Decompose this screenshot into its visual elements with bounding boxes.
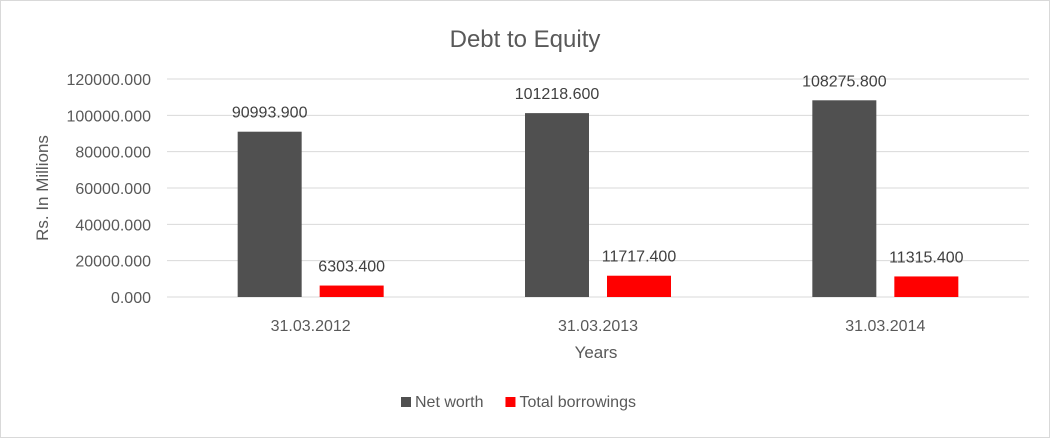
- data-label: 11315.400: [889, 249, 964, 266]
- bar-net-worth: [237, 131, 302, 297]
- data-labels: 90993.900 6303.400 101218.600 11717.400 1082…: [232, 73, 964, 275]
- y-tick-label: 120000.000: [66, 72, 151, 89]
- legend-swatch: [401, 397, 411, 407]
- chart-title: Debt to Equity: [450, 26, 601, 53]
- gridlines: [167, 78, 1029, 262]
- x-tick-label: 31.03.2014: [845, 318, 925, 335]
- legend: Net worth Total borrowings: [401, 394, 636, 411]
- y-tick-label: 20000.000: [75, 254, 151, 271]
- x-tick-label: 31.03.2012: [271, 318, 351, 335]
- y-tick-label: 100000.000: [66, 108, 151, 125]
- data-label: 6303.400: [318, 259, 385, 276]
- x-tick-label: 31.03.2013: [558, 318, 638, 335]
- y-tick-label: 60000.000: [75, 181, 151, 198]
- y-tick-label: 0.000: [111, 290, 151, 307]
- y-tick-label: 80000.000: [75, 145, 151, 162]
- legend-label: Total borrowings: [519, 394, 636, 411]
- bars: [237, 100, 959, 298]
- bar-net-worth: [525, 113, 589, 298]
- bar-total-borrowings: [607, 275, 671, 297]
- y-axis-ticks: 0.000 20000.000 40000.000 60000.000 80000.00…: [66, 72, 151, 307]
- data-label: 11717.400: [602, 249, 677, 266]
- data-label: 101218.600: [515, 86, 600, 103]
- bar-net-worth: [812, 100, 877, 297]
- y-axis-label: Rs. In Millions: [33, 135, 52, 241]
- x-axis-ticks: 31.03.2012 31.03.2013 31.03.2014: [271, 318, 926, 335]
- bar-total-borrowings: [894, 276, 959, 297]
- data-label: 108275.800: [802, 73, 887, 90]
- data-label: 90993.900: [232, 105, 308, 122]
- bar-total-borrowings: [319, 285, 384, 297]
- legend-label: Net worth: [415, 394, 483, 411]
- legend-swatch: [505, 397, 516, 407]
- y-tick-label: 40000.000: [75, 217, 151, 234]
- x-axis-label: Years: [575, 343, 618, 362]
